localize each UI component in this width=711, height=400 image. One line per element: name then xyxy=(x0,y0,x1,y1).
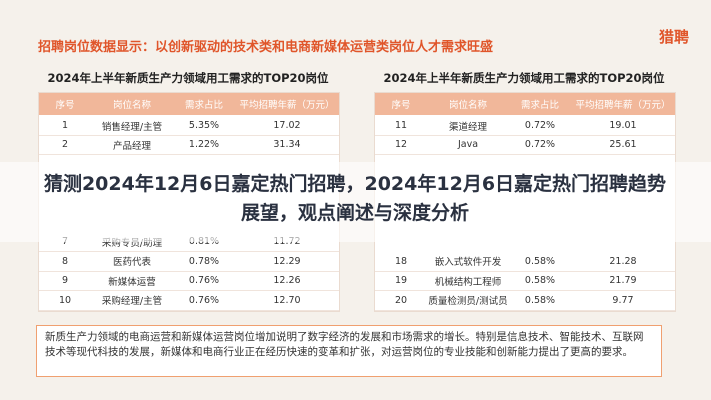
column-header: 岗位名称 xyxy=(448,100,487,111)
table-cell: 9.77 xyxy=(612,294,634,306)
table-cell: 新媒体运营 xyxy=(108,276,156,288)
table-row: 11 渠道经理 0.72% 19.01 xyxy=(375,116,675,136)
table-cell: 2 xyxy=(61,139,69,151)
table-cell: 5.35% xyxy=(188,120,220,131)
table-cell: 0.58% xyxy=(524,294,556,306)
table-row: 1 销售经理/主管 5.35% 17.02 xyxy=(39,116,339,136)
column-header: 序号 xyxy=(55,100,75,111)
table-row: 2 产品经理 1.22% 31.34 xyxy=(39,135,339,156)
column-header: 需求占比 xyxy=(520,100,559,111)
table-cell: 0.72% xyxy=(524,139,556,151)
table-cell: Java xyxy=(457,139,479,151)
table-row: 9 新媒体运营 0.76% 12.26 xyxy=(39,271,339,292)
table-row: 10 采购经理/主管 0.76% 12.70 xyxy=(39,291,339,311)
table-cell: 医药代表 xyxy=(112,257,151,269)
table-cell: 9 xyxy=(61,275,69,287)
column-header: 序号 xyxy=(391,100,411,111)
table-cell: 1 xyxy=(61,120,69,131)
overlay-band xyxy=(0,162,711,242)
table-cell: 采购经理/主管 xyxy=(101,296,163,308)
table-cell: 31.34 xyxy=(273,139,301,151)
table-cell: 质量检测员/测试员 xyxy=(428,296,508,308)
logo: 猎聘 xyxy=(658,28,689,46)
table-cell: 0.58% xyxy=(524,275,556,287)
table-row: 18 嵌入式软件开发 0.58% 21.28 xyxy=(375,252,675,272)
table-cell: 21.79 xyxy=(609,275,637,287)
table-cell: 产品经理 xyxy=(112,140,151,152)
table-cell: 采购专员/助理 xyxy=(101,237,163,249)
header-title: 招聘岗位数据显示：以创新驱动的技术类和电商新媒体运营类岗位人才需求旺盛 xyxy=(38,40,494,55)
table-cell: 19 xyxy=(394,275,408,287)
table-cell: 19.01 xyxy=(609,120,637,131)
table-cell: 20 xyxy=(394,294,408,306)
column-header: 需求占比 xyxy=(184,100,223,111)
table-cell: 8 xyxy=(61,255,69,267)
table-cell: 0.58% xyxy=(524,255,556,267)
table-cell: 21.28 xyxy=(609,255,637,267)
table-cell: 1.22% xyxy=(188,139,220,151)
table-cell: 0.76% xyxy=(188,294,220,306)
table-title: 2024年上半年新质生产力领域用工需求的TOP20岗位 xyxy=(47,71,329,85)
table-cell: 11 xyxy=(394,120,408,131)
table-cell: 17.02 xyxy=(273,120,301,131)
table-cell: 18 xyxy=(394,255,408,267)
overlay-title: 猜测2024年12月6日嘉定热门招聘，2024年12月6日嘉定热门招聘趋势展望，… xyxy=(43,173,667,224)
table-cell: 12.29 xyxy=(273,255,301,267)
table-cell: 0.76% xyxy=(188,275,220,287)
table-cell: 10 xyxy=(58,294,72,306)
table-row: 19 机械结构工程师 0.58% 21.79 xyxy=(375,271,675,292)
table-row: 12 Java 0.72% 25.61 xyxy=(375,135,675,156)
column-header: 平均招聘年薪（万元） xyxy=(239,100,335,111)
table-cell: 渠道经理 xyxy=(448,121,487,133)
table-cell: 嵌入式软件开发 xyxy=(434,257,502,269)
table-cell: 0.72% xyxy=(524,120,556,131)
table-header: 序号 岗位名称 需求占比 平均招聘年薪（万元） xyxy=(375,93,675,115)
table-cell: 销售经理/主管 xyxy=(101,121,163,133)
table-cell: 25.61 xyxy=(609,139,637,151)
column-header: 岗位名称 xyxy=(112,100,151,111)
table-cell: 机械结构工程师 xyxy=(434,276,502,288)
table-cell: 12.26 xyxy=(273,275,301,287)
table-cell: 0.78% xyxy=(188,255,220,267)
table-cell: 12.70 xyxy=(273,294,301,306)
footer-text: 新质生产力领域的电商运营和新媒体运营岗位增加说明了数字经济的发展和市场需求的增长… xyxy=(36,325,662,377)
table-title: 2024年上半年新质生产力领域用工需求的TOP20岗位 xyxy=(383,71,665,85)
table-header: 序号 岗位名称 需求占比 平均招聘年薪（万元） xyxy=(39,93,339,115)
table-row: 20 质量检测员/测试员 0.58% 9.77 xyxy=(375,291,675,311)
column-header: 平均招聘年薪（万元） xyxy=(575,100,671,111)
table-row: 8 医药代表 0.78% 12.29 xyxy=(39,252,339,272)
table-cell: 12 xyxy=(394,139,408,151)
